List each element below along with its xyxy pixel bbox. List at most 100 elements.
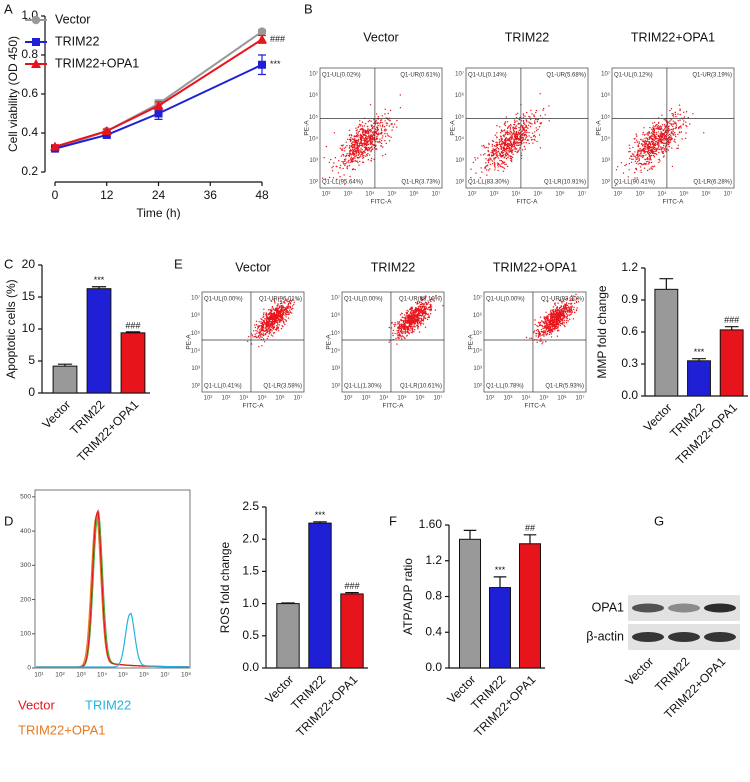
y-tick-label: 0.0	[242, 660, 259, 674]
event-dot	[367, 141, 368, 142]
event-dot	[534, 131, 535, 132]
event-dot	[505, 125, 506, 126]
event-dot	[424, 315, 425, 316]
event-dot	[557, 327, 558, 328]
event-dot	[346, 145, 347, 146]
event-dot	[270, 332, 271, 333]
event-dot	[377, 125, 378, 126]
event-dot	[354, 158, 355, 159]
event-dot	[551, 336, 552, 337]
event-dot	[382, 135, 383, 136]
event-dot	[526, 121, 527, 122]
event-dot	[354, 147, 355, 148]
event-dot	[368, 132, 369, 133]
event-dot	[368, 135, 369, 136]
event-dot	[494, 162, 495, 163]
event-dot	[362, 126, 363, 127]
event-dot	[420, 304, 421, 305]
event-dot	[282, 314, 283, 315]
event-dot	[420, 324, 421, 325]
event-dot	[669, 123, 670, 124]
event-dot	[536, 119, 537, 120]
event-dot	[504, 157, 505, 158]
event-dot	[664, 128, 665, 129]
event-dot	[265, 327, 266, 328]
event-dot	[563, 325, 564, 326]
event-dot	[646, 161, 647, 162]
x-tick-label: 10⁵	[539, 395, 549, 402]
event-dot	[546, 329, 547, 330]
event-dot	[272, 324, 273, 325]
quadrant-label: Q1-UR(3.19%)	[692, 73, 732, 79]
event-dot	[540, 322, 541, 323]
event-dot	[381, 122, 382, 123]
event-dot	[516, 134, 517, 135]
event-dot	[283, 307, 284, 308]
event-dot	[496, 125, 497, 126]
event-dot	[539, 335, 540, 336]
event-dot	[267, 331, 268, 332]
event-dot	[662, 152, 663, 153]
event-dot	[511, 158, 512, 159]
x-tick-label: 10⁶	[555, 191, 565, 198]
event-dot	[664, 132, 665, 133]
x-tick-label: 10⁴	[657, 191, 667, 198]
event-dot	[335, 157, 336, 158]
event-dot	[266, 325, 267, 326]
event-dot	[544, 326, 545, 327]
event-dot	[370, 121, 371, 122]
event-dot	[379, 123, 380, 124]
event-dot	[421, 308, 422, 309]
event-dot	[377, 134, 378, 135]
event-dot	[533, 139, 534, 140]
event-dot	[651, 139, 652, 140]
event-dot	[475, 172, 476, 173]
event-dot	[649, 150, 650, 151]
event-dot	[413, 325, 414, 326]
event-dot	[675, 112, 676, 113]
event-dot	[417, 320, 418, 321]
event-dot	[288, 313, 289, 314]
quadrant-label: Q1-LL(90.41%)	[614, 180, 655, 186]
event-dot	[501, 144, 502, 145]
event-dot	[664, 124, 665, 125]
event-dot	[548, 329, 549, 330]
event-dot	[537, 326, 538, 327]
event-dot	[260, 329, 261, 330]
event-dot	[270, 313, 271, 314]
event-dot	[384, 113, 385, 114]
event-dot	[647, 161, 648, 162]
event-dot	[635, 161, 636, 162]
event-dot	[344, 165, 345, 166]
event-dot	[425, 306, 426, 307]
event-dot	[652, 135, 653, 136]
event-dot	[421, 318, 422, 319]
event-dot	[431, 306, 432, 307]
event-dot	[261, 345, 262, 346]
event-dot	[685, 138, 686, 139]
y-tick-label: 10²	[473, 384, 482, 390]
event-dot	[290, 312, 291, 313]
event-dot	[551, 324, 552, 325]
event-dot	[419, 331, 420, 332]
event-dot	[403, 326, 404, 327]
event-dot	[526, 112, 527, 113]
event-dot	[514, 122, 515, 123]
event-dot	[260, 321, 261, 322]
x-tick-label: TRIM22+OPA1	[74, 397, 141, 464]
event-dot	[664, 134, 665, 135]
event-dot	[407, 331, 408, 332]
x-tick-label: 10²	[344, 396, 353, 402]
event-dot	[412, 312, 413, 313]
event-dot	[356, 155, 357, 156]
event-dot	[411, 322, 412, 323]
event-dot	[281, 328, 282, 329]
event-dot	[661, 129, 662, 130]
event-dot	[420, 323, 421, 324]
event-dot	[651, 132, 652, 133]
event-dot	[263, 316, 264, 317]
event-dot	[484, 153, 485, 154]
event-dot	[350, 137, 351, 138]
event-dot	[419, 311, 420, 312]
event-dot	[562, 315, 563, 316]
